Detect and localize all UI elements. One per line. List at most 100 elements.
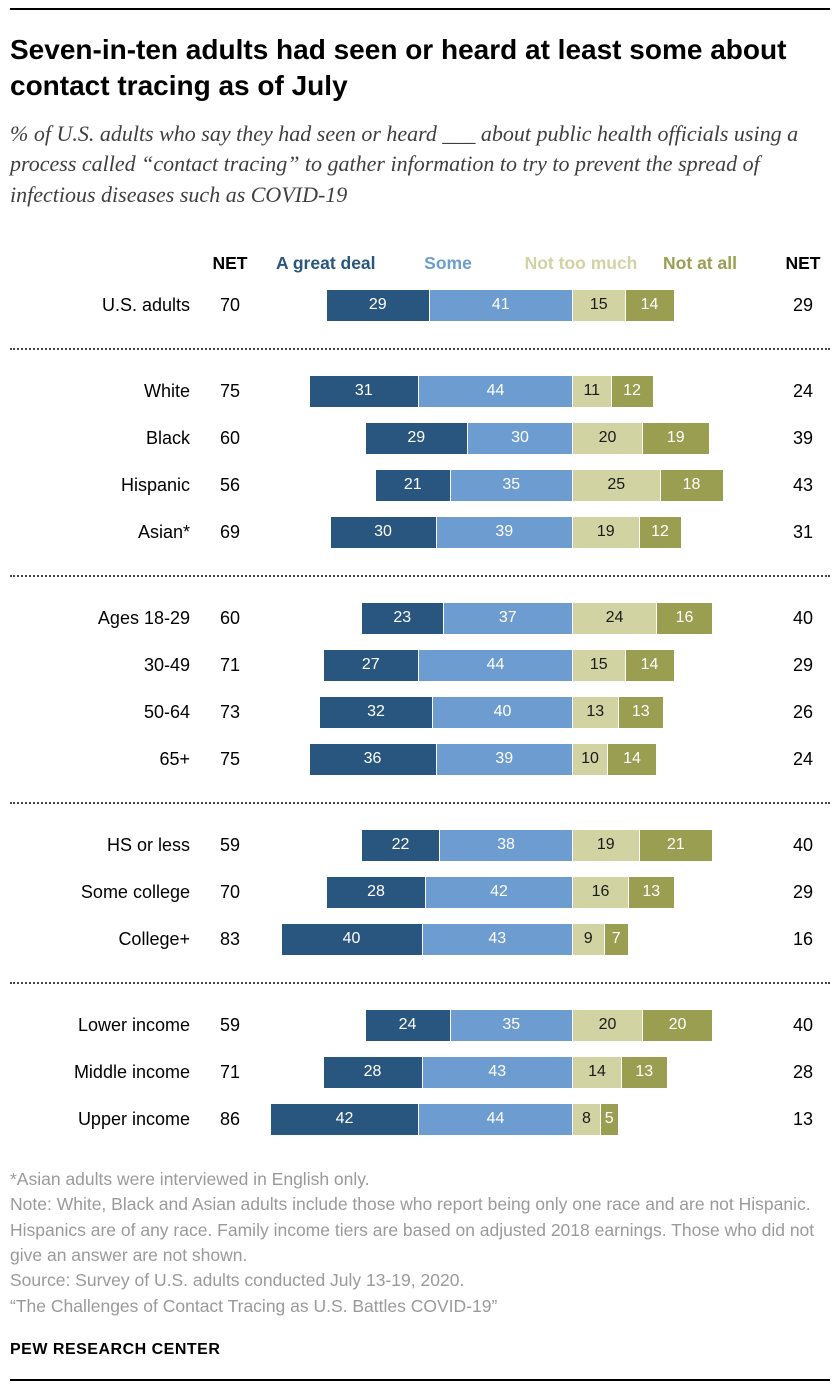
bar-area: 21 35 25 18	[260, 469, 776, 501]
net-right-value: 29	[792, 294, 814, 315]
bar-segment-a-great-deal: 28	[323, 1056, 422, 1088]
bar-segment-not-at-all: 18	[659, 469, 723, 501]
bar-area: 23 37 24 16	[260, 602, 776, 634]
group-separator	[10, 981, 830, 984]
net-right-value: 40	[792, 1014, 814, 1035]
bar-area: 24 35 20 20	[260, 1009, 776, 1041]
net-right-value: 24	[792, 748, 814, 769]
net-right-value: 29	[792, 654, 814, 675]
bar-segment-a-great-deal: 31	[309, 375, 418, 407]
stacked-bar: 27 44 15 14	[323, 649, 674, 681]
stacked-bar: 36 39 10 14	[309, 743, 656, 775]
bar-segment-some: 38	[439, 829, 572, 861]
bar-area: 29 41 15 14	[260, 289, 776, 321]
footnote-asterisk: *Asian adults were interviewed in Englis…	[10, 1168, 370, 1189]
group-separator	[10, 347, 830, 350]
bar-segment-not-at-all: 12	[610, 375, 653, 407]
chart-row: Some college 70 28 42 16 13 29	[10, 869, 830, 916]
bar-segment-not-at-all: 14	[607, 743, 656, 775]
bar-segment-not-too-much: 15	[572, 289, 625, 321]
bar-segment-a-great-deal: 27	[323, 649, 418, 681]
bar-segment-not-at-all: 7	[603, 923, 628, 955]
bar-segment-some: 39	[435, 516, 572, 548]
bar-area: 31 44 11 12	[260, 375, 776, 407]
bar-segment-some: 42	[425, 876, 572, 908]
chart-row: College+ 83 40 43 9 7 16	[10, 916, 830, 963]
chart-row: U.S. adults 70 29 41 15 14 29	[10, 282, 830, 329]
bar-area: 36 39 10 14	[260, 743, 776, 775]
stacked-bar: 23 37 24 16	[362, 602, 712, 634]
bottom-rule	[10, 1379, 830, 1382]
bar-segment-a-great-deal: 30	[330, 516, 436, 548]
bar-area: 29 30 20 19	[260, 422, 776, 454]
bar-area: 22 38 19 21	[260, 829, 776, 861]
bar-segment-a-great-deal: 22	[362, 829, 439, 861]
bar-area: 30 39 19 12	[260, 516, 776, 548]
chart-rows: U.S. adults 70 29 41 15 14 29 White 75 31 44 11 12 24…	[10, 282, 830, 1143]
row-label: U.S. adults	[101, 294, 190, 315]
bar-segment-not-too-much: 15	[572, 649, 625, 681]
legend-some: Some	[424, 252, 472, 273]
stacked-bar: 31 44 11 12	[309, 375, 653, 407]
bar-area: 40 43 9 7	[260, 923, 776, 955]
stacked-bar: 28 43 14 13	[323, 1056, 667, 1088]
bar-segment-not-at-all: 13	[617, 696, 663, 728]
stacked-bar: 29 41 15 14	[327, 289, 674, 321]
net-right-value: 13	[792, 1108, 814, 1129]
chart-row: Upper income 86 42 44 8 5 13	[10, 1096, 830, 1143]
bar-segment-not-too-much: 14	[572, 1056, 621, 1088]
chart-row: Ages 18-29 60 23 37 24 16 40	[10, 595, 830, 642]
chart-row: 50-64 73 32 40 13 13 26	[10, 689, 830, 736]
net-left-value: 75	[219, 748, 241, 769]
row-label: 65+	[159, 748, 190, 769]
net-left-value: 60	[219, 607, 241, 628]
bar-segment-a-great-deal: 24	[365, 1009, 450, 1041]
chart-row: Lower income 59 24 35 20 20 40	[10, 1002, 830, 1049]
row-label: HS or less	[106, 834, 190, 855]
bar-segment-a-great-deal: 29	[327, 289, 429, 321]
bar-segment-not-too-much: 24	[572, 602, 656, 634]
net-left-value: 71	[219, 1061, 241, 1082]
net-left-value: 83	[219, 928, 241, 949]
bar-segment-not-at-all: 13	[621, 1056, 667, 1088]
footnote-note: Note: White, Black and Asian adults incl…	[10, 1194, 815, 1265]
net-left-value: 60	[219, 427, 241, 448]
net-right-value: 24	[792, 380, 814, 401]
bar-segment-a-great-deal: 36	[309, 743, 436, 775]
bar-segment-some: 37	[442, 602, 572, 634]
net-left-value: 59	[219, 1014, 241, 1035]
row-label: Lower income	[77, 1014, 190, 1035]
bar-segment-some: 41	[428, 289, 572, 321]
net-right-value: 40	[792, 834, 814, 855]
stacked-bar: 40 43 9 7	[281, 923, 628, 955]
net-left-value: 86	[219, 1108, 241, 1129]
net-right-value: 31	[792, 521, 814, 542]
bar-area: 42 44 8 5	[260, 1103, 776, 1135]
footnote-report-title: “The Challenges of Contact Tracing as U.…	[10, 1295, 498, 1316]
bar-area: 32 40 13 13	[260, 696, 776, 728]
bar-segment-some: 44	[418, 375, 572, 407]
bar-segment-some: 43	[421, 923, 572, 955]
stacked-bar: 29 30 20 19	[365, 422, 709, 454]
stacked-bar: 21 35 25 18	[376, 469, 723, 501]
stacked-bar: 28 42 16 13	[327, 876, 674, 908]
bar-segment-not-at-all: 13	[628, 876, 674, 908]
bar-segment-not-at-all: 14	[624, 649, 674, 681]
bar-segment-not-at-all: 14	[624, 289, 674, 321]
stacked-bar: 32 40 13 13	[320, 696, 663, 728]
bar-segment-a-great-deal: 32	[320, 696, 432, 728]
net-left-value: 69	[219, 521, 241, 542]
row-label: Some college	[80, 881, 190, 902]
net-left-header: NET	[212, 252, 248, 273]
chart-row: Black 60 29 30 20 19 39	[10, 415, 830, 462]
group-separator	[10, 801, 830, 804]
net-right-header: NET	[785, 252, 821, 273]
row-label: Black	[145, 427, 190, 448]
bar-segment-a-great-deal: 21	[376, 469, 450, 501]
bar-area: 28 43 14 13	[260, 1056, 776, 1088]
bar-segment-some: 39	[435, 743, 572, 775]
bar-segment-not-too-much: 9	[572, 923, 604, 955]
net-left-value: 70	[219, 294, 241, 315]
row-label: Hispanic	[120, 474, 190, 495]
